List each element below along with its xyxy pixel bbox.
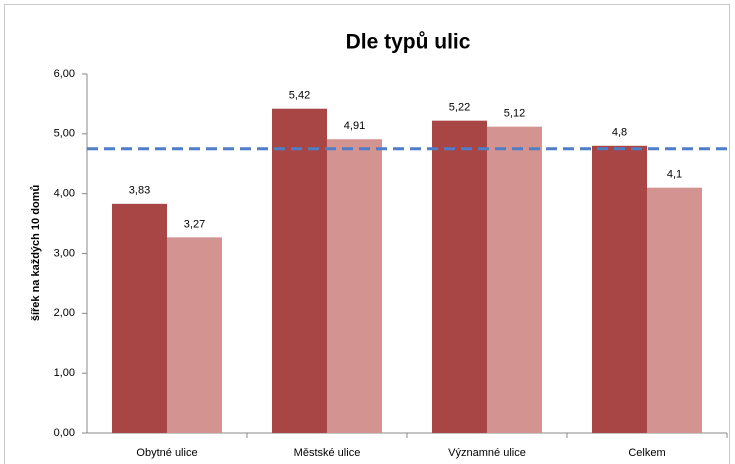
bar: [327, 139, 382, 434]
y-tick-label: 5,00: [54, 128, 75, 140]
bar: [647, 187, 702, 433]
y-tick-label: 1,00: [54, 367, 75, 379]
data-label: 5,12: [504, 108, 525, 120]
x-tick-label: Městské ulice: [294, 447, 361, 459]
bar: [272, 108, 327, 433]
y-tick-label: 6,00: [54, 68, 75, 80]
bar: [112, 203, 167, 433]
y-axis-label: šířek na každých 10 domů: [30, 185, 42, 321]
y-tick-label: 0,00: [54, 427, 75, 439]
data-label: 5,22: [449, 102, 470, 114]
chart-title: Dle typů ulic: [346, 31, 471, 54]
bar: [487, 126, 542, 434]
data-label: 4,91: [344, 120, 365, 132]
y-tick-label: 4,00: [54, 188, 75, 200]
data-label: 4,8: [612, 127, 627, 139]
data-label: 3,27: [184, 218, 205, 230]
data-label: 3,83: [129, 185, 150, 197]
bar: [592, 145, 647, 434]
data-label: 5,42: [289, 90, 310, 102]
bar: [432, 120, 487, 434]
bar: [167, 237, 222, 433]
x-tick-label: Významné ulice: [448, 447, 526, 459]
y-tick-label: 3,00: [54, 247, 75, 259]
x-tick-label: Celkem: [628, 447, 665, 459]
data-label: 4,1: [667, 169, 682, 181]
x-tick-label: Obytné ulice: [136, 447, 197, 459]
y-tick-label: 2,00: [54, 307, 75, 319]
